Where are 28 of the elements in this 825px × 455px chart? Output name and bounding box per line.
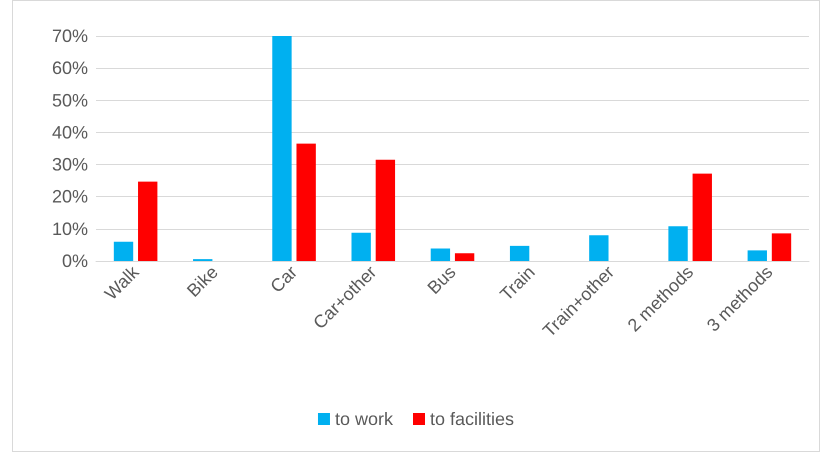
bar <box>589 235 609 261</box>
bar <box>351 232 371 261</box>
bar <box>692 174 712 261</box>
y-tick-label: 0% <box>62 251 88 271</box>
bar <box>138 182 158 261</box>
bar <box>376 160 396 261</box>
y-tick-label: 10% <box>52 218 88 239</box>
bar <box>772 233 792 261</box>
y-tick-label: 50% <box>52 90 88 110</box>
y-tick-label: 70% <box>52 26 88 46</box>
bar <box>748 250 767 261</box>
bar <box>668 226 688 261</box>
y-tick-label: 30% <box>52 154 88 175</box>
x-tick-label: Car <box>266 262 302 297</box>
legend-label: to facilities <box>430 409 514 429</box>
x-tick-label: Bus <box>424 262 460 298</box>
bar <box>510 246 530 261</box>
bar <box>272 36 292 261</box>
y-tick-label: 60% <box>52 58 88 78</box>
legend-label: to work <box>334 409 394 429</box>
y-tick-label: 40% <box>52 122 88 142</box>
x-tick-label: Train <box>496 262 539 305</box>
bar <box>454 253 474 261</box>
bar <box>296 144 316 261</box>
bar <box>114 242 134 261</box>
bar <box>430 248 450 261</box>
x-tick-label: Bike <box>183 262 222 301</box>
y-tick-label: 20% <box>52 186 88 207</box>
